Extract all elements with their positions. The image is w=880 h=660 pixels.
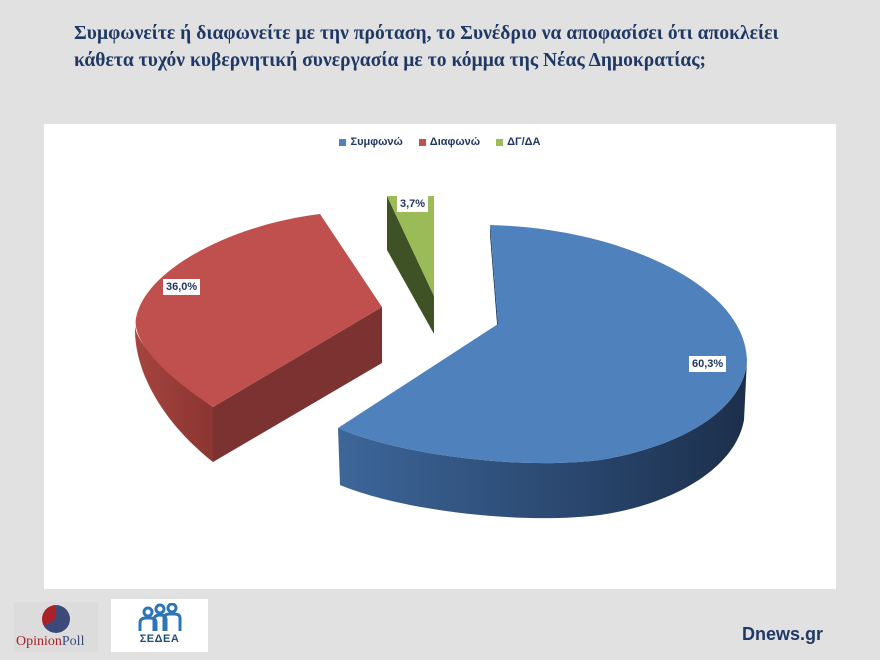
data-label-agree: 60,3% [689, 356, 727, 372]
opinionpoll-logo: OpinionPoll [14, 602, 98, 652]
slice-disagree[interactable] [135, 214, 382, 462]
chart-area: Συμφωνώ Διαφωνώ ΔΓ/ΔΑ [44, 124, 836, 589]
sedea-logo: ΣΕΔΕΑ [111, 599, 208, 652]
opinionpoll-logo-text: OpinionPoll [16, 634, 84, 650]
opinionpoll-logo-text-a: Opinion [16, 634, 62, 649]
pie-logo-icon [42, 605, 70, 633]
slice-dk[interactable] [387, 196, 434, 334]
legend-item-disagree[interactable]: Διαφωνώ [418, 136, 481, 148]
people-icon [138, 603, 182, 631]
pie-chart [135, 196, 747, 519]
legend-item-agree[interactable]: Συμφωνώ [339, 136, 403, 148]
legend-item-dk[interactable]: ΔΓ/ΔΑ [496, 136, 541, 148]
legend-label-disagree: Διαφωνώ [429, 136, 481, 148]
slice-agree[interactable] [338, 225, 747, 519]
data-label-disagree: 36,0% [163, 279, 201, 295]
legend-swatch-disagree [418, 138, 426, 146]
legend: Συμφωνώ Διαφωνώ ΔΓ/ΔΑ [44, 136, 836, 148]
legend-swatch-dk [496, 138, 504, 146]
legend-swatch-agree [339, 138, 347, 146]
legend-label-dk: ΔΓ/ΔΑ [507, 136, 541, 148]
opinionpoll-logo-text-b: Poll [61, 634, 85, 649]
data-label-dk: 3,7% [397, 196, 429, 212]
title-line-2: κάθετα τυχόν κυβερνητική συνεργασία με τ… [74, 50, 707, 71]
chart-title: Συμφωνείτε ή διαφωνείτε με την πρόταση, … [74, 20, 854, 74]
sedea-logo-text: ΣΕΔΕΑ [139, 633, 180, 645]
title-line-1: Συμφωνείτε ή διαφωνείτε με την πρόταση, … [74, 23, 779, 44]
legend-label-agree: Συμφωνώ [350, 136, 403, 148]
source-label: Dnews.gr [742, 624, 824, 644]
